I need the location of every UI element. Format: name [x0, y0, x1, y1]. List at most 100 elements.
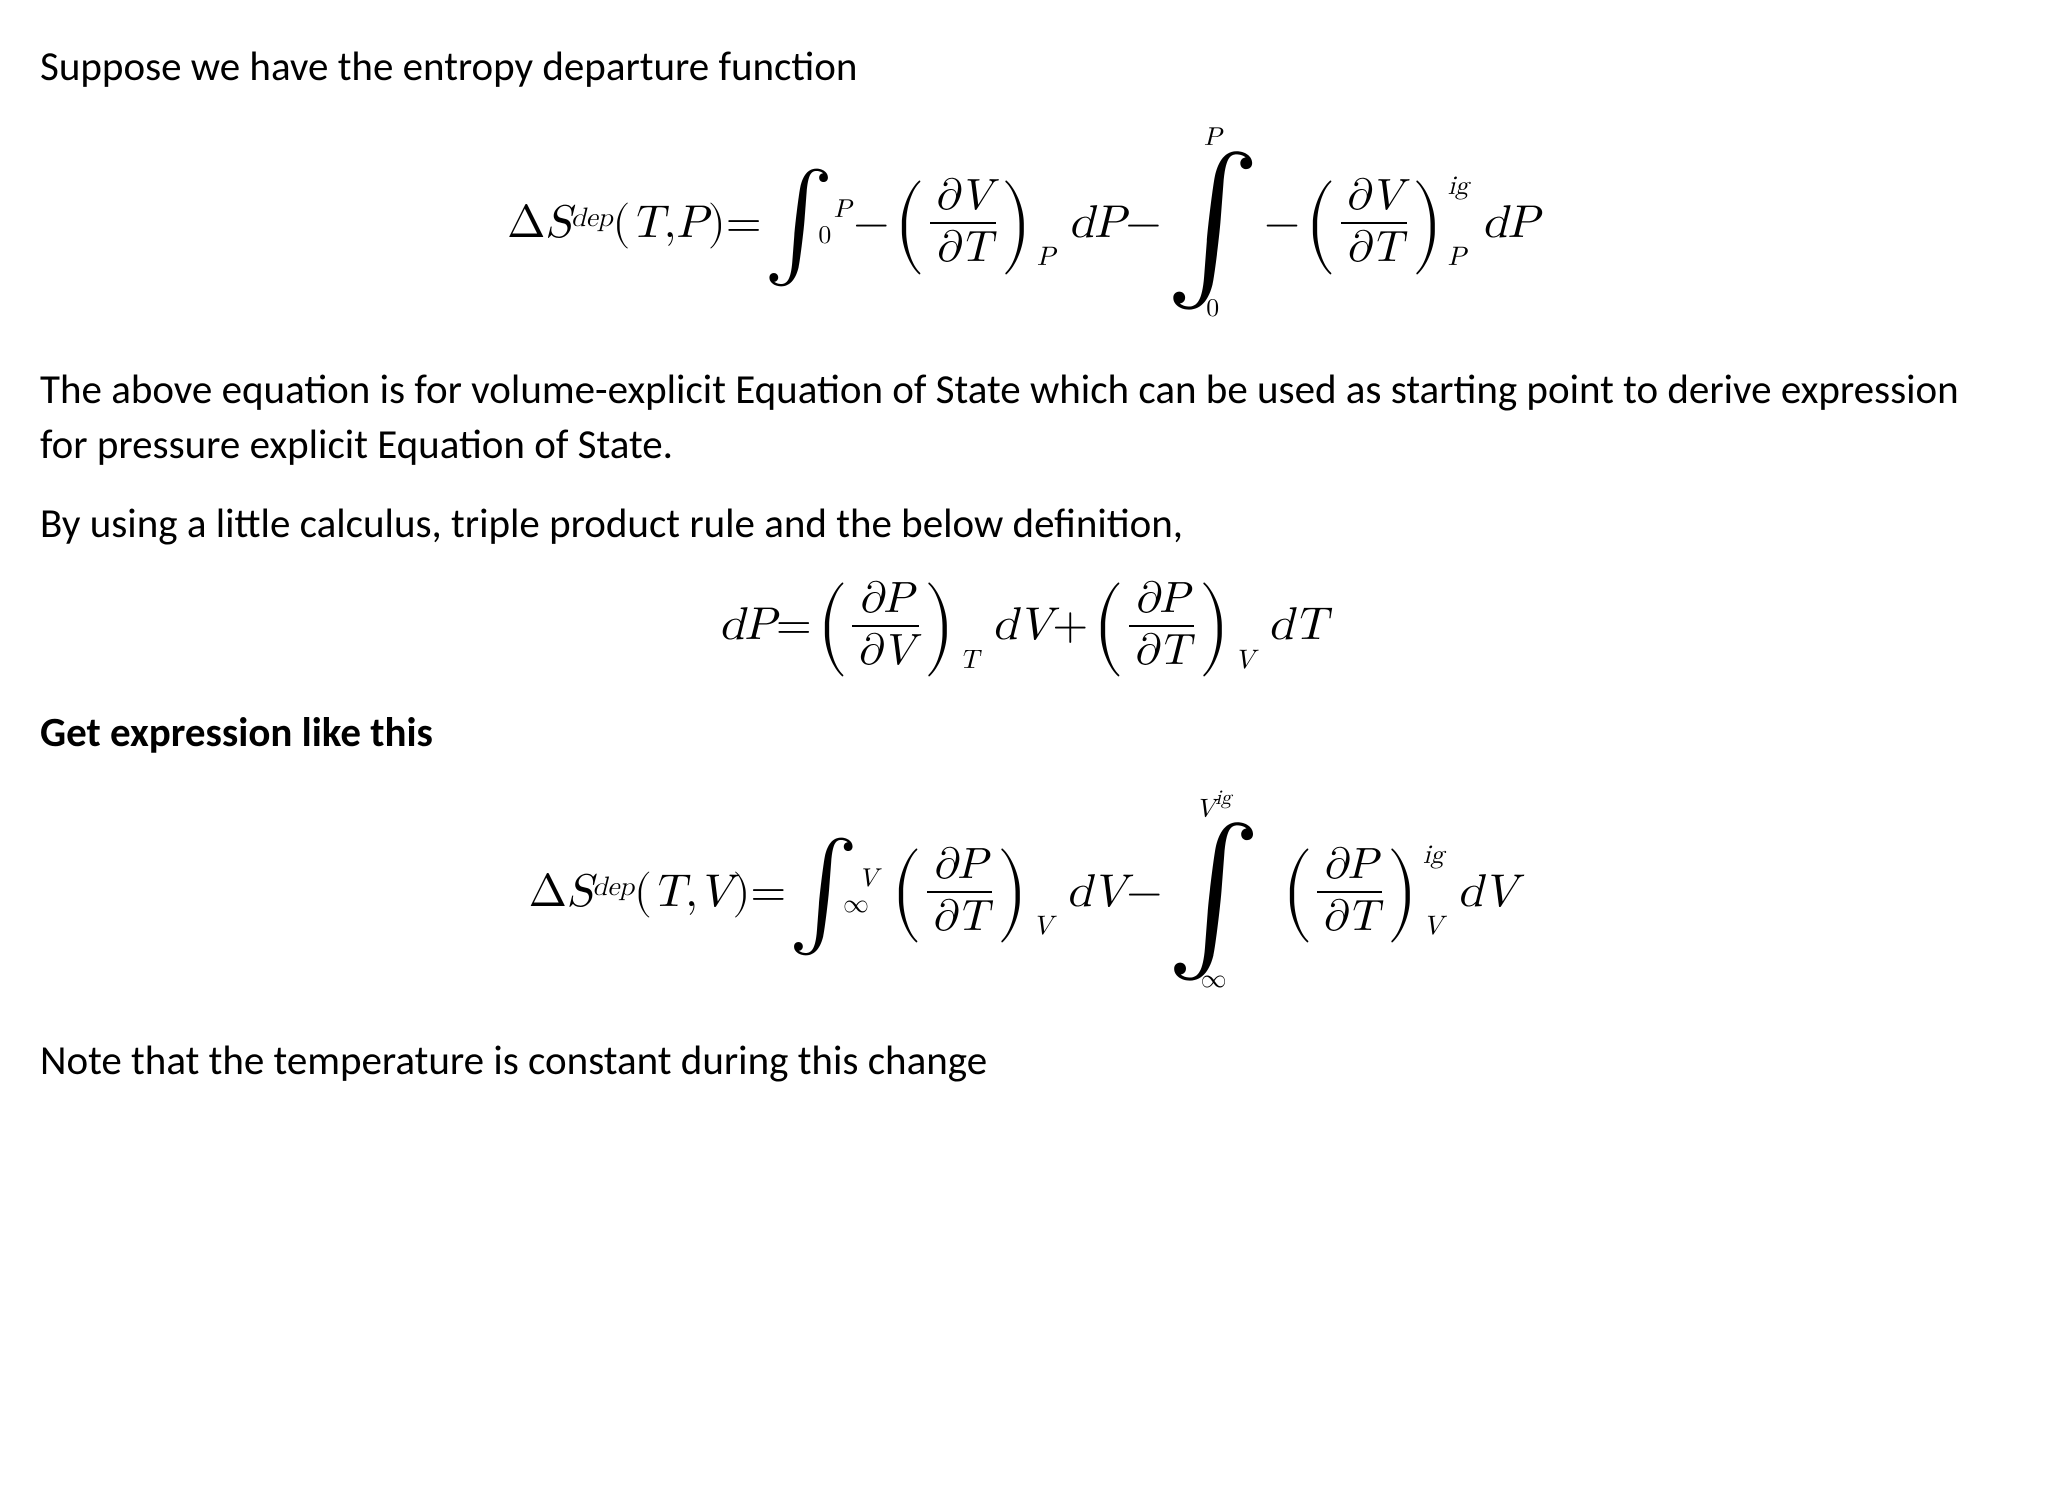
integral-2: P ∫ 0: [1165, 123, 1260, 322]
paragraph-explain-2: By using a little calculus, triple produ…: [40, 497, 2006, 552]
d-diff: d: [992, 594, 1018, 656]
paren-dpdt-ig: ( ∂P ∂T ) ig V: [1279, 843, 1444, 941]
var-P: P: [957, 844, 987, 887]
var-T: T: [1347, 896, 1379, 939]
partial-symbol: ∂: [934, 227, 960, 270]
rparen: ): [708, 192, 726, 254]
d-diff: d: [1069, 192, 1095, 254]
d-diff: d: [1457, 861, 1483, 923]
var-T: T: [1371, 227, 1403, 270]
partial-symbol: ∂: [1134, 578, 1160, 621]
minus: −: [1264, 192, 1300, 254]
fraction-dpdt: ∂P ∂T: [1317, 843, 1382, 941]
equation-entropy-departure-tv: Δ S dep ( T , V ) = ∫ V ∞ ( ∂P: [40, 790, 2006, 994]
lparen: (: [613, 192, 631, 254]
var-P: P: [1094, 192, 1125, 254]
integral-sign: ∫: [1166, 823, 1261, 966]
integral-1: ∫ P 0: [763, 170, 851, 276]
paren-dpdt-1: ( ∂P ∂T ) V: [888, 843, 1053, 941]
integral-sign: ∫: [1165, 152, 1260, 295]
plus: +: [1052, 594, 1088, 656]
paren-sub-P: P: [1448, 245, 1466, 272]
d-diff: d: [1066, 861, 1092, 923]
equals: =: [776, 594, 812, 656]
equals: =: [750, 861, 786, 923]
var-T: T: [960, 227, 992, 270]
var-V: V: [1370, 175, 1403, 218]
d-diff: d: [719, 594, 745, 656]
integral-2: Vig ∫ ∞: [1166, 790, 1261, 994]
paren-sub-P: P: [1037, 245, 1055, 272]
integral-upper: Vig: [1196, 790, 1231, 823]
minus: −: [1126, 192, 1162, 254]
partial-symbol: ∂: [1133, 630, 1159, 673]
equals: =: [726, 192, 762, 254]
var-S: S: [545, 192, 571, 254]
comma: ,: [685, 861, 698, 923]
partial-symbol: ∂: [934, 175, 960, 218]
paren-sub-V: V: [1033, 914, 1053, 941]
rparen: ): [732, 861, 750, 923]
fraction-dpdv: ∂P ∂V: [852, 577, 918, 675]
paren-dvdt-ig: ( ∂V ∂T ) ig P: [1302, 174, 1469, 272]
equation-entropy-departure-tp: Δ S dep ( T , P ) = ∫ P 0 − (: [40, 123, 2006, 322]
sup-dep: dep: [593, 870, 635, 906]
var-P: P: [1348, 844, 1378, 887]
var-P: P: [884, 578, 914, 621]
partial-symbol: ∂: [856, 630, 882, 673]
paren-sub-V: V: [1235, 648, 1255, 675]
var-P: P: [745, 594, 776, 656]
var-T: T: [957, 896, 989, 939]
lparen: (: [634, 861, 652, 923]
partial-symbol: ∂: [858, 578, 884, 621]
fraction-dpdt: ∂P ∂T: [1129, 577, 1194, 675]
partial-symbol: ∂: [1345, 175, 1371, 218]
delta-symbol: Δ: [507, 192, 545, 254]
var-V: V: [882, 630, 915, 673]
paren-sub-V: V: [1423, 914, 1443, 941]
var-V: V: [1092, 861, 1127, 923]
paren-sup-ig: ig: [1448, 174, 1469, 201]
delta-symbol: Δ: [529, 861, 567, 923]
var-T: T: [1158, 630, 1190, 673]
fraction-dpdt: ∂P ∂T: [927, 843, 992, 941]
paragraph-explain-1: The above equation is for volume-explici…: [40, 363, 2006, 474]
var-V: V: [1483, 861, 1518, 923]
document-page: Suppose we have the entropy departure fu…: [0, 0, 2046, 1498]
partial-symbol: ∂: [931, 896, 957, 939]
paren-dpdv: ( ∂P ∂V ) T: [814, 577, 979, 675]
var-P: P: [1508, 192, 1539, 254]
integral-upper: P: [834, 197, 852, 223]
var-V: V: [959, 175, 992, 218]
minus: −: [1126, 861, 1162, 923]
integral-upper: P: [1204, 123, 1222, 151]
equation-dP-total-differential: dP = ( ∂P ∂V ) T: [40, 577, 2006, 675]
var-T: T: [1294, 594, 1327, 656]
integral-lower: 0: [1206, 294, 1219, 322]
paragraph-note: Note that the temperature is constant du…: [40, 1034, 2006, 1089]
var-V: V: [1018, 594, 1053, 656]
d-diff: d: [1482, 192, 1508, 254]
integral-upper: V: [859, 866, 878, 892]
paren-sup-ig: ig: [1423, 843, 1444, 870]
paragraph-intro: Suppose we have the entropy departure fu…: [40, 40, 2006, 95]
paragraph-get-expression: Get expression like this: [40, 706, 2006, 761]
fraction-dvdt: ∂V ∂T: [930, 174, 996, 272]
paren-sub-T: T: [959, 648, 978, 675]
var-T: T: [630, 192, 663, 254]
d-diff: d: [1268, 594, 1294, 656]
integral-lower: ∞: [843, 892, 869, 918]
paren-dpdt: ( ∂P ∂T ) V: [1090, 577, 1255, 675]
comma: ,: [664, 192, 677, 254]
var-V: V: [698, 861, 733, 923]
integral-lower: 0: [818, 223, 831, 249]
minus: −: [853, 192, 889, 254]
sup-dep: dep: [571, 201, 613, 237]
integral-lower: ∞: [1201, 965, 1227, 993]
partial-symbol: ∂: [1321, 896, 1347, 939]
partial-symbol: ∂: [932, 844, 958, 887]
var-P: P: [1159, 578, 1189, 621]
partial-symbol: ∂: [1345, 227, 1371, 270]
fraction-dvdt: ∂V ∂T: [1341, 174, 1407, 272]
var-T: T: [652, 861, 685, 923]
